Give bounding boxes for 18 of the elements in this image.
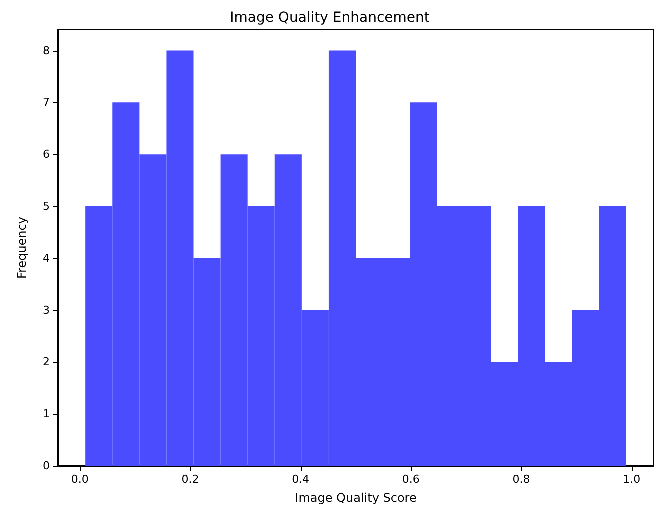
y-tick-label: 2	[43, 356, 50, 369]
x-tick-label: 0.0	[71, 473, 89, 486]
x-tick-label: 0.4	[292, 473, 310, 486]
y-tick-label: 6	[43, 148, 50, 162]
y-tick-label: 0	[43, 460, 50, 472]
x-tick-label: 0.6	[402, 473, 420, 486]
x-tick-label: 1.0	[623, 473, 641, 486]
x-tick-label: 0.2	[182, 473, 200, 486]
y-tick-label: 5	[43, 200, 50, 213]
y-tick-label: 4	[43, 252, 50, 265]
y-tick-label: 1	[43, 408, 50, 421]
chart-title: Image Quality Enhancement	[230, 10, 430, 26]
x-tick-label: 0.8	[512, 473, 530, 486]
y-tick-label: 7	[43, 96, 50, 110]
y-axis-title: Frequency	[15, 217, 29, 279]
y-tick-label: 8	[43, 44, 50, 58]
x-axis-title: Image Quality Score	[295, 491, 417, 505]
y-tick-label: 3	[43, 304, 50, 317]
